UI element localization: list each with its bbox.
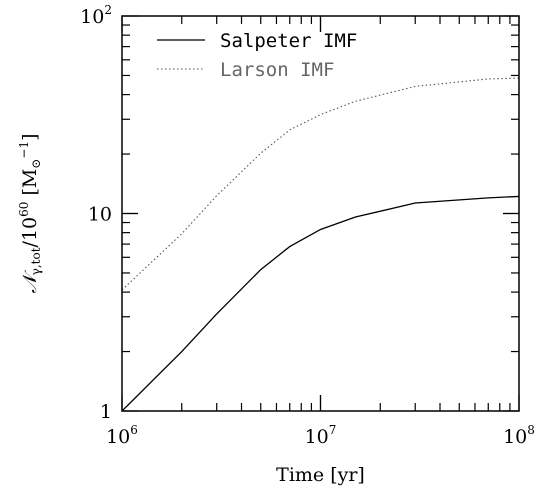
legend: Salpeter IMF Larson IMF <box>157 30 357 81</box>
series-line-larson <box>121 77 520 291</box>
y-axis-label-unit-subscript: ⊙ <box>29 159 43 169</box>
x-tick-label: 106 <box>106 423 138 448</box>
y-axis-label: 𝒩γ,tot/1060 [M⊙−1] <box>17 133 43 293</box>
y-axis-label-divisor: /10 <box>19 217 41 248</box>
series-layer <box>121 77 520 412</box>
legend-label-larson: Larson IMF <box>220 59 334 81</box>
plot-frame <box>121 15 520 412</box>
y-axis-label-unit-superscript: −1 <box>17 141 31 159</box>
tick-labels: 106 107 108 1 10 102 <box>80 3 535 448</box>
y-tick-label: 10 <box>88 204 112 226</box>
y-axis-label-unit: [M <box>19 169 41 202</box>
y-axis-label-subscript: γ,tot <box>29 247 43 275</box>
series-line-salpeter <box>121 195 520 412</box>
x-axis-label: Time [yr] <box>276 464 365 486</box>
y-tick-label: 102 <box>80 3 112 28</box>
y-axis-label-exponent: 60 <box>17 202 31 217</box>
x-tick-label: 107 <box>305 423 337 448</box>
legend-label-salpeter: Salpeter IMF <box>220 30 357 52</box>
y-axis-label-symbol: 𝒩 <box>19 270 41 294</box>
y-tick-label: 1 <box>100 401 112 423</box>
y-axis-label-unit-close: ] <box>19 133 41 140</box>
x-tick-label: 108 <box>503 423 535 448</box>
